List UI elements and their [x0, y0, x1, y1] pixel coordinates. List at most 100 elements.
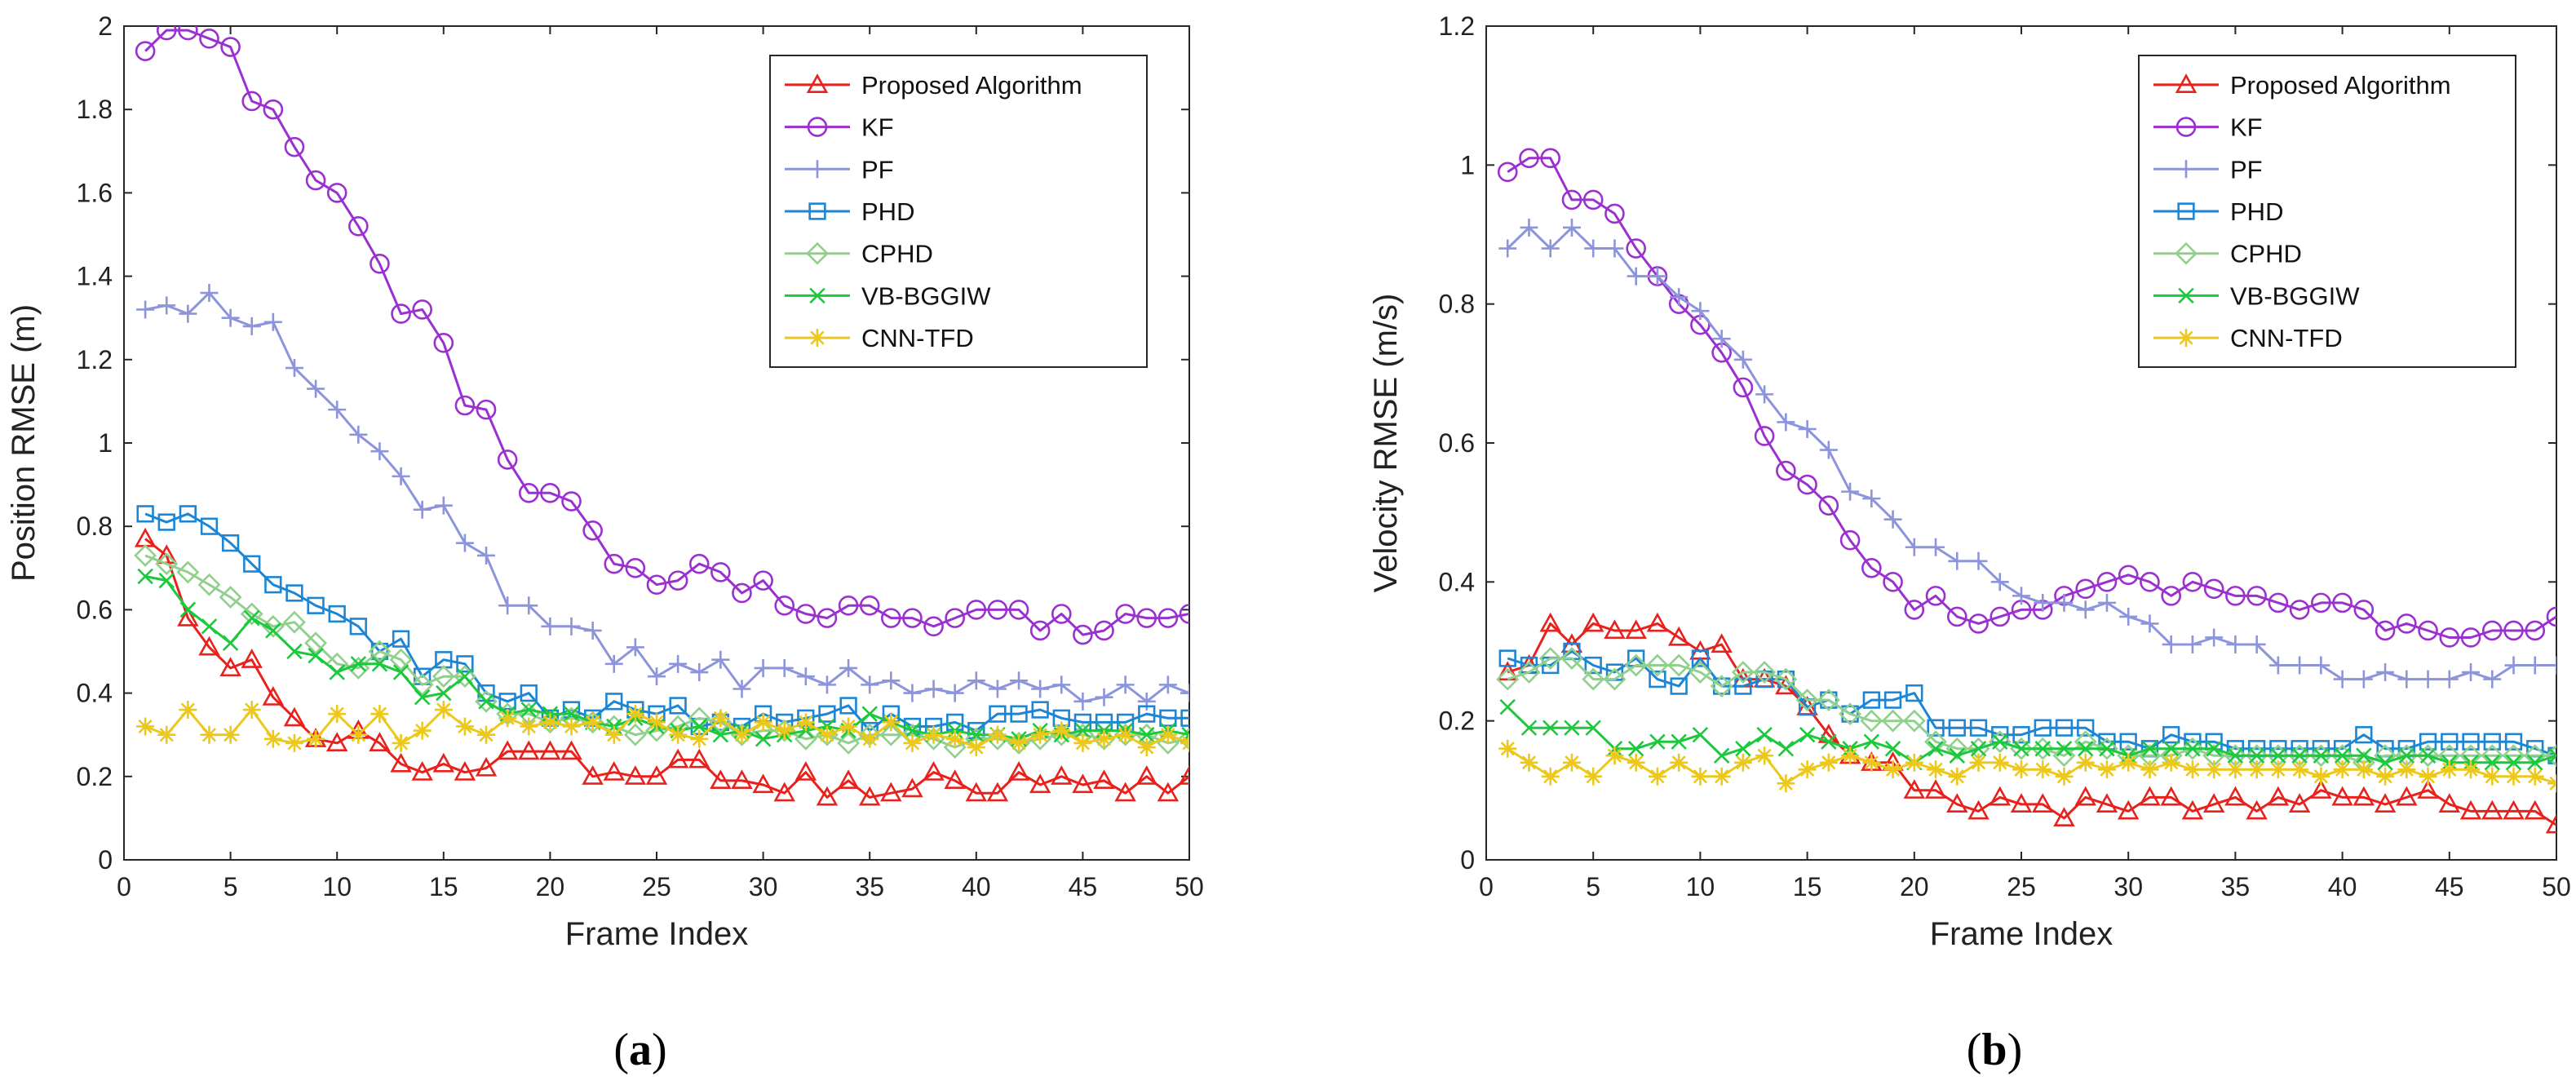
data-point — [1799, 726, 1816, 743]
x-tick-label: 20 — [1900, 872, 1929, 901]
data-point — [308, 647, 324, 664]
data-point — [541, 617, 560, 636]
data-point — [2291, 747, 2308, 764]
data-point — [477, 546, 496, 565]
data-point — [2202, 793, 2225, 813]
data-point — [2075, 578, 2096, 600]
data-point — [2312, 656, 2330, 675]
data-point — [498, 693, 516, 711]
data-point — [1733, 377, 1754, 398]
y-tick-label: 0.2 — [1439, 706, 1475, 736]
data-point — [1093, 769, 1115, 790]
data-point — [1883, 572, 1903, 592]
data-point — [2545, 744, 2556, 768]
data-point — [456, 655, 474, 673]
data-point — [243, 555, 261, 573]
data-point — [754, 713, 772, 732]
data-point — [775, 658, 794, 677]
data-point — [156, 26, 177, 41]
data-point — [1883, 510, 1902, 529]
data-point — [904, 722, 921, 739]
y-tick-label: 0.6 — [1439, 428, 1475, 458]
data-point — [2031, 737, 2055, 760]
data-point — [413, 721, 432, 740]
caption-a: (a) — [613, 1025, 666, 1075]
data-point — [1777, 741, 1795, 757]
data-point — [1562, 753, 1581, 772]
data-point — [370, 253, 390, 274]
data-point — [666, 748, 689, 768]
legend-item: KF — [785, 113, 894, 142]
data-point — [1733, 753, 1752, 772]
data-point — [1561, 189, 1582, 210]
data-point — [2291, 760, 2309, 779]
data-point — [1010, 733, 1029, 752]
data-point — [432, 752, 455, 773]
data-point — [178, 26, 198, 41]
data-point — [2227, 747, 2244, 764]
data-point — [455, 534, 474, 552]
data-point — [1072, 773, 1094, 794]
legend-item: CPHD — [785, 240, 933, 268]
data-point — [794, 761, 817, 781]
data-point — [307, 596, 325, 614]
data-point — [2376, 663, 2395, 682]
data-point — [1967, 799, 1990, 820]
data-point — [2333, 760, 2352, 779]
x-tick-label: 35 — [855, 872, 884, 901]
data-point — [241, 91, 263, 112]
data-point — [1798, 419, 1817, 438]
data-point — [350, 656, 367, 672]
x-tick-label: 5 — [224, 872, 238, 901]
data-point — [2525, 767, 2544, 786]
data-point — [1841, 482, 1860, 501]
data-point — [582, 765, 604, 785]
data-point — [1670, 677, 1688, 695]
data-point — [903, 684, 922, 702]
data-point — [1862, 489, 1881, 508]
data-point — [583, 621, 602, 640]
data-point — [1180, 684, 1189, 702]
data-point — [370, 642, 389, 661]
data-point — [2397, 670, 2416, 689]
data-point — [795, 604, 817, 624]
data-point — [752, 773, 774, 794]
legend-item: CNN-TFD — [2153, 324, 2343, 352]
data-point — [986, 782, 1009, 802]
data-point — [2224, 786, 2246, 806]
data-point — [2310, 779, 2332, 799]
y-axis-label: Position RMSE (m) — [6, 304, 42, 582]
data-point — [1927, 760, 1945, 779]
data-point — [859, 595, 880, 616]
data-point — [2525, 620, 2546, 641]
data-point — [263, 312, 282, 331]
data-point — [1670, 288, 1689, 307]
legend-item: CNN-TFD — [785, 324, 974, 352]
data-point — [392, 467, 410, 485]
legend-label: CPHD — [861, 240, 933, 268]
data-point — [839, 717, 858, 736]
data-point — [198, 636, 220, 656]
data-point — [2034, 760, 2052, 779]
data-point — [2419, 747, 2437, 764]
y-tick-label: 1.2 — [1439, 11, 1475, 41]
data-point — [2180, 737, 2204, 760]
data-point — [221, 308, 240, 327]
data-point — [2053, 807, 2075, 827]
data-point — [2375, 620, 2396, 641]
data-point — [943, 736, 967, 759]
legend-item: PHD — [785, 197, 914, 226]
legend-marker — [2175, 117, 2197, 137]
data-point — [2162, 753, 2180, 772]
data-point — [945, 684, 964, 702]
data-point — [774, 595, 795, 616]
data-point — [605, 693, 623, 711]
data-point — [1158, 675, 1177, 694]
data-point — [858, 786, 881, 806]
data-point — [2547, 656, 2556, 675]
caption-b: (b) — [1967, 1025, 2022, 1075]
legend-label: Proposed Algorithm — [2230, 71, 2451, 100]
data-point — [1541, 767, 1560, 786]
data-point — [731, 769, 753, 790]
data-point — [2074, 730, 2097, 754]
